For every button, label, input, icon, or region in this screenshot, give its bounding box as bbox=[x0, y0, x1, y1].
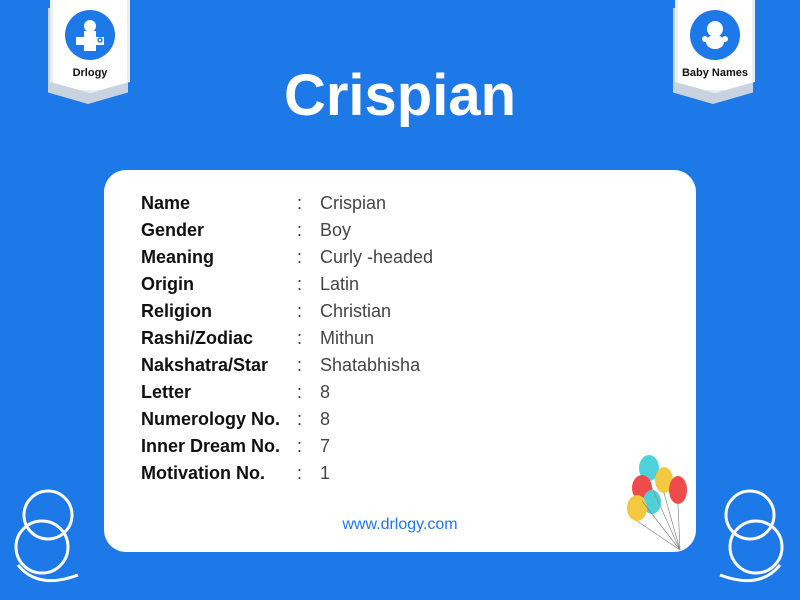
baby-icon bbox=[690, 10, 740, 60]
detail-value: 8 bbox=[320, 409, 331, 429]
detail-label: Origin bbox=[141, 274, 194, 294]
separator: : bbox=[297, 301, 303, 321]
detail-value: Shatabhisha bbox=[320, 355, 421, 375]
sleeping-baby-left-icon bbox=[14, 489, 79, 583]
medical-cross-icon bbox=[65, 10, 115, 60]
detail-label: Letter bbox=[141, 382, 192, 402]
separator: : bbox=[297, 409, 303, 429]
detail-value: Boy bbox=[320, 220, 352, 240]
detail-label: Name bbox=[141, 193, 191, 213]
detail-value: Curly -headed bbox=[320, 247, 434, 267]
detail-label: Inner Dream No. bbox=[141, 436, 281, 456]
drlogy-label: Drlogy bbox=[72, 67, 108, 79]
baby-names-label: Baby Names bbox=[681, 67, 749, 79]
detail-label: Rashi/Zodiac bbox=[141, 328, 254, 348]
detail-value: Mithun bbox=[320, 328, 375, 348]
separator: : bbox=[297, 436, 303, 456]
detail-value: 7 bbox=[320, 436, 331, 456]
balloons-icon bbox=[627, 455, 687, 551]
website-link[interactable]: www.drlogy.com bbox=[342, 516, 458, 533]
sleeping-baby-right-icon bbox=[719, 489, 784, 583]
separator: : bbox=[297, 193, 303, 213]
detail-label: Meaning bbox=[141, 247, 215, 267]
detail-value: Latin bbox=[320, 274, 360, 294]
drlogy-logo-badge[interactable]: Drlogy bbox=[50, 0, 130, 93]
separator: : bbox=[297, 355, 303, 375]
detail-value: 1 bbox=[320, 463, 331, 483]
detail-value: Christian bbox=[320, 301, 392, 321]
detail-label: Motivation No. bbox=[141, 463, 265, 483]
detail-label: Nakshatra/Star bbox=[141, 355, 269, 375]
detail-label: Numerology No. bbox=[141, 409, 281, 429]
details-card: www.drlogy.com Name: Crispian Gender: Boy Me… bbox=[104, 170, 696, 552]
separator: : bbox=[297, 274, 303, 294]
detail-label: Gender bbox=[141, 220, 205, 240]
separator: : bbox=[297, 247, 303, 267]
separator: : bbox=[297, 382, 303, 402]
page-title: Crispian bbox=[283, 63, 517, 128]
detail-value: Crispian bbox=[320, 193, 387, 213]
detail-value: 8 bbox=[320, 382, 331, 402]
baby-names-logo-badge[interactable]: Baby Names bbox=[675, 0, 755, 93]
separator: : bbox=[297, 463, 303, 483]
separator: : bbox=[297, 220, 303, 240]
detail-label: Religion bbox=[141, 301, 212, 321]
separator: : bbox=[297, 328, 303, 348]
